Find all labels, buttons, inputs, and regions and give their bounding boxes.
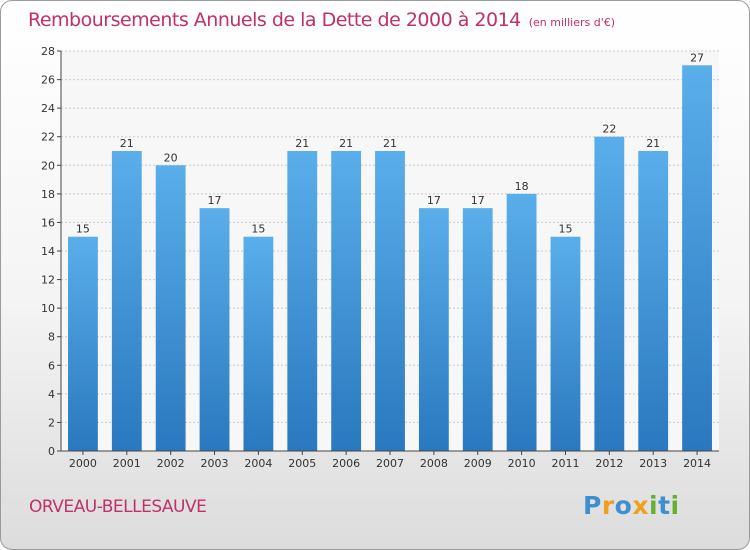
data-label-2014: 27 — [690, 51, 704, 64]
bar-2002 — [155, 165, 186, 452]
x-tick-label-2010: 2010 — [508, 457, 536, 470]
data-label-2000: 15 — [76, 223, 90, 236]
x-tick-label-2004: 2004 — [244, 457, 272, 470]
x-tick-label-2009: 2009 — [464, 457, 492, 470]
data-label-2009: 17 — [471, 194, 485, 207]
bar-2006 — [331, 151, 362, 451]
x-tick-label-2000: 2000 — [69, 457, 97, 470]
chart-title: Remboursements Annuels de la Dette de 20… — [28, 9, 615, 31]
x-tick-label-2013: 2013 — [639, 457, 667, 470]
bar-2013 — [638, 151, 669, 451]
logo-letter: o — [614, 491, 633, 520]
x-tick-label-2011: 2011 — [551, 457, 579, 470]
logo-letter: x — [632, 491, 649, 520]
data-label-2010: 18 — [515, 180, 529, 193]
data-label-2012: 22 — [602, 123, 616, 136]
data-label-2005: 21 — [295, 137, 309, 150]
logo-letter: i — [670, 491, 680, 520]
data-label-2007: 21 — [383, 137, 397, 150]
y-tick-label: 28 — [41, 45, 55, 58]
y-tick-label: 8 — [48, 331, 55, 344]
logo-letter: P — [583, 491, 602, 520]
bar-2000 — [68, 236, 98, 451]
logo-letter: i — [649, 491, 659, 520]
bar-2004 — [243, 236, 274, 451]
y-tick-label: 12 — [41, 274, 55, 287]
y-tick-label: 22 — [41, 131, 55, 144]
data-label-2003: 17 — [208, 194, 222, 207]
data-label-2002: 20 — [164, 151, 178, 164]
y-tick-label: 20 — [41, 159, 55, 172]
logo-letter: t — [658, 491, 671, 520]
y-tick-label: 6 — [48, 359, 55, 372]
bar-2001 — [111, 151, 142, 451]
bar-2010 — [506, 193, 537, 451]
bar-2014 — [682, 65, 712, 452]
x-tick-label-2012: 2012 — [595, 457, 623, 470]
x-tick-label-2007: 2007 — [376, 457, 404, 470]
y-tick-label: 16 — [41, 216, 55, 229]
data-label-2013: 21 — [646, 137, 660, 150]
chart-subtitle: (en milliers d'€) — [528, 16, 616, 29]
x-tick-label-2014: 2014 — [683, 457, 711, 470]
data-label-2006: 21 — [339, 137, 353, 150]
y-tick-label: 2 — [48, 416, 55, 429]
bar-2007 — [375, 151, 405, 451]
y-tick-label: 18 — [41, 188, 55, 201]
data-label-2011: 15 — [558, 223, 572, 236]
proxiti-logo: Proxiti — [583, 491, 680, 520]
bar-2012 — [594, 136, 625, 451]
y-tick-label: 24 — [41, 102, 55, 115]
y-tick-label: 4 — [48, 388, 55, 401]
x-tick-label-2006: 2006 — [332, 457, 360, 470]
x-tick-label-2002: 2002 — [157, 457, 185, 470]
y-tick-label: 26 — [41, 74, 55, 87]
y-tick-label: 0 — [48, 445, 55, 458]
y-tick-label: 14 — [41, 245, 55, 258]
x-tick-label-2005: 2005 — [288, 457, 316, 470]
data-label-2004: 15 — [251, 223, 265, 236]
x-tick-label-2008: 2008 — [420, 457, 448, 470]
data-label-2008: 17 — [427, 194, 441, 207]
data-label-2001: 21 — [120, 137, 134, 150]
logo-letter: r — [601, 491, 615, 520]
commune-name: ORVEAU-BELLESAUVE — [29, 497, 207, 517]
bar-2003 — [199, 208, 230, 451]
bar-2011 — [550, 236, 581, 451]
x-tick-label-2001: 2001 — [113, 457, 141, 470]
chart-title-text: Remboursements Annuels de la Dette de 20… — [28, 9, 521, 31]
bar-2008 — [418, 208, 449, 451]
bar-2009 — [462, 208, 493, 451]
y-tick-label: 10 — [41, 302, 55, 315]
x-tick-label-2003: 2003 — [201, 457, 229, 470]
bar-2005 — [287, 151, 318, 451]
